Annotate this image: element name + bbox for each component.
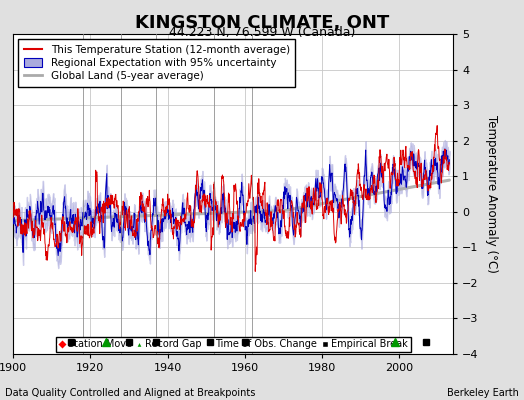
Text: KINGSTON CLIMATE, ONT: KINGSTON CLIMATE, ONT [135, 14, 389, 32]
Text: 44.223 N, 76.599 W (Canada): 44.223 N, 76.599 W (Canada) [169, 26, 355, 39]
Legend: Station Move, Record Gap, Time of Obs. Change, Empirical Break: Station Move, Record Gap, Time of Obs. C… [56, 336, 410, 352]
Y-axis label: Temperature Anomaly (°C): Temperature Anomaly (°C) [485, 115, 498, 273]
Text: Berkeley Earth: Berkeley Earth [447, 388, 519, 398]
Text: Data Quality Controlled and Aligned at Breakpoints: Data Quality Controlled and Aligned at B… [5, 388, 256, 398]
